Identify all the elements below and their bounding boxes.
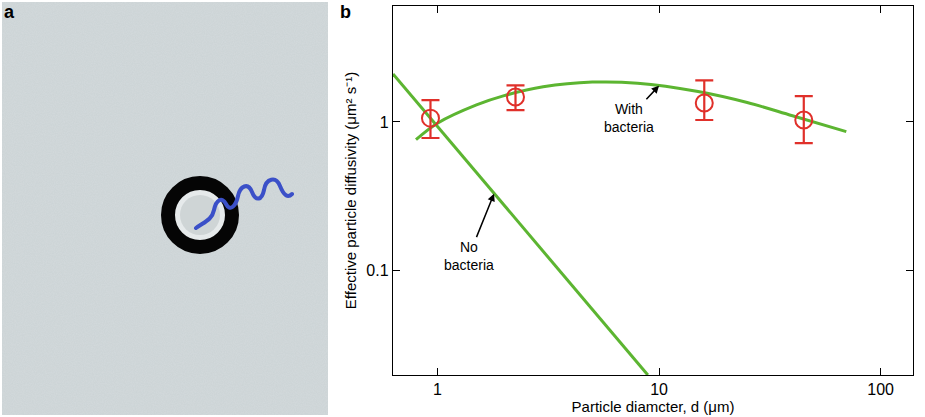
html-text:b: b	[340, 2, 351, 22]
svg-text:100: 100	[867, 381, 894, 398]
html-text:a: a	[4, 2, 14, 22]
svg-text:0.1: 0.1	[366, 262, 388, 279]
svg-text:Effective particle diffusivity: Effective particle diffusivity (μm² s⁻¹)	[342, 72, 359, 309]
svg-text:Particle diamcter, d (μm): Particle diamcter, d (μm)	[572, 398, 735, 415]
svg-text:10: 10	[650, 381, 668, 398]
svg-text:Withbacteria: Withbacteria	[604, 101, 654, 135]
svg-text:Nobacteria: Nobacteria	[444, 239, 494, 273]
svg-text:1: 1	[380, 114, 389, 131]
svg-text:1: 1	[433, 381, 442, 398]
